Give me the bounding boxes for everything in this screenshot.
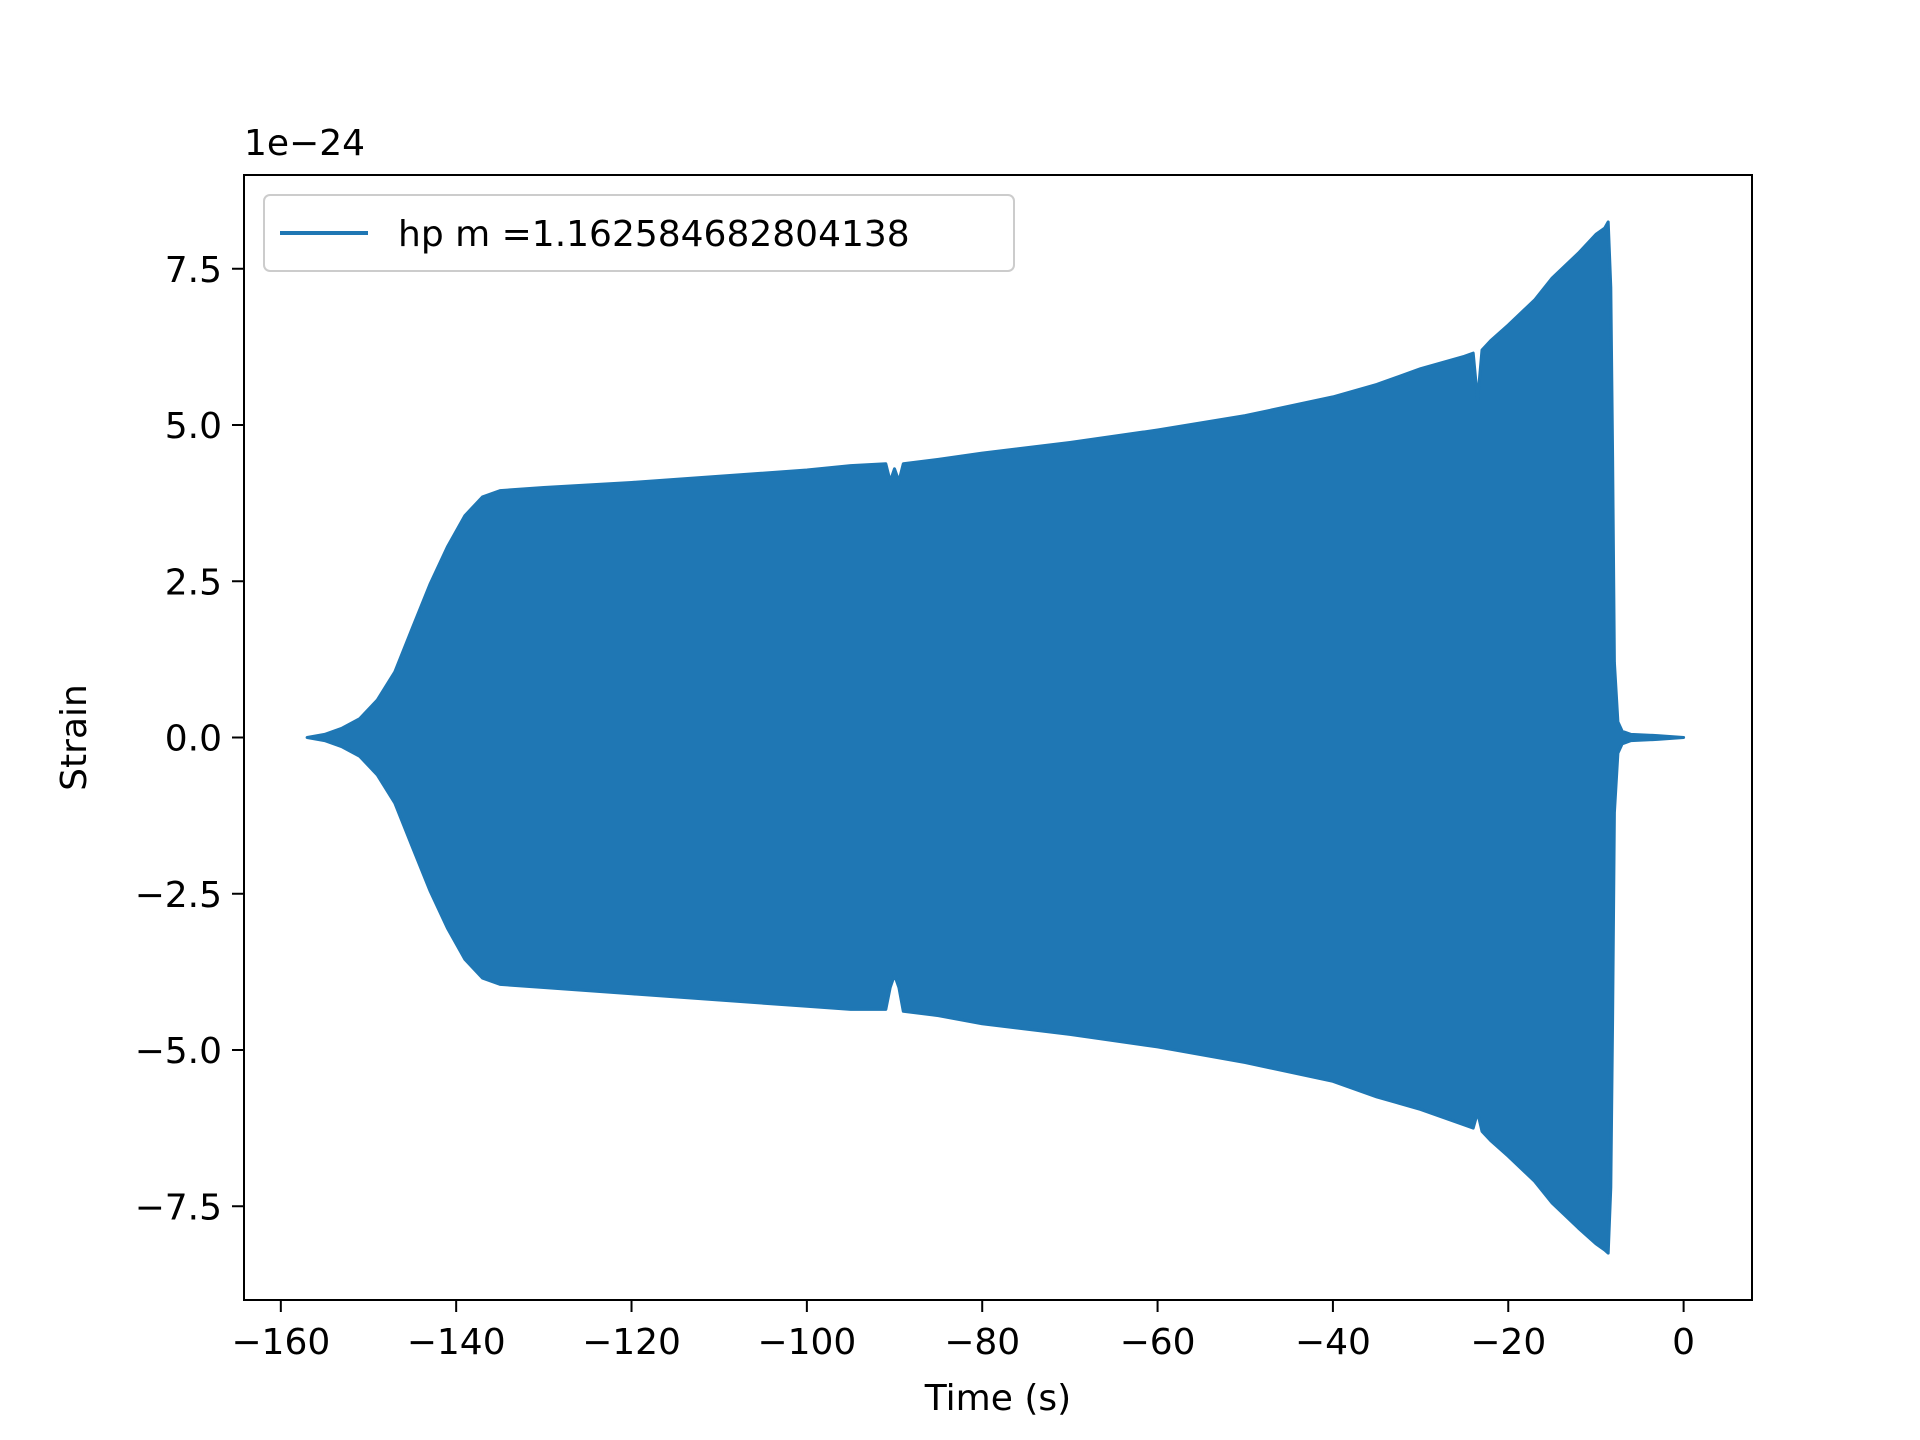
y-axis-offset-label: 1e−24 (244, 123, 365, 164)
y-tick-label: −5.0 (135, 1031, 222, 1072)
x-tick-label: −160 (231, 1322, 330, 1363)
x-tick-label: −60 (1120, 1322, 1196, 1363)
x-axis-label: Time (s) (924, 1378, 1071, 1419)
x-tick-label: −100 (757, 1322, 856, 1363)
x-axis-ticks: −160 −140 −120 −100 −80 −60 −40 −20 0 (231, 1300, 1695, 1363)
plot-area (305, 220, 1686, 1255)
y-tick-label: −2.5 (135, 875, 222, 916)
y-tick-label: 2.5 (165, 562, 222, 603)
y-axis-ticks: −7.5 −5.0 −2.5 0.0 2.5 5.0 7.5 (135, 250, 244, 1228)
y-tick-label: 0.0 (165, 719, 222, 760)
y-tick-label: 7.5 (165, 250, 222, 291)
y-tick-label: 5.0 (165, 406, 222, 447)
legend-box (263, 194, 1015, 272)
x-tick-label: −80 (944, 1322, 1020, 1363)
y-axis-label: Strain (54, 684, 95, 791)
x-tick-label: −20 (1470, 1322, 1546, 1363)
x-tick-label: −140 (407, 1322, 506, 1363)
axes-frame (243, 174, 1753, 1301)
x-tick-label: −120 (582, 1322, 681, 1363)
x-tick-label: 0 (1672, 1322, 1695, 1363)
y-tick-label: −7.5 (135, 1187, 222, 1228)
x-tick-label: −40 (1295, 1322, 1371, 1363)
strain-waveform-envelope (305, 220, 1686, 1255)
legend-entry-label: hp m =1.162584682804138 (398, 214, 910, 255)
legend: hp m =1.162584682804138 (263, 194, 1015, 272)
